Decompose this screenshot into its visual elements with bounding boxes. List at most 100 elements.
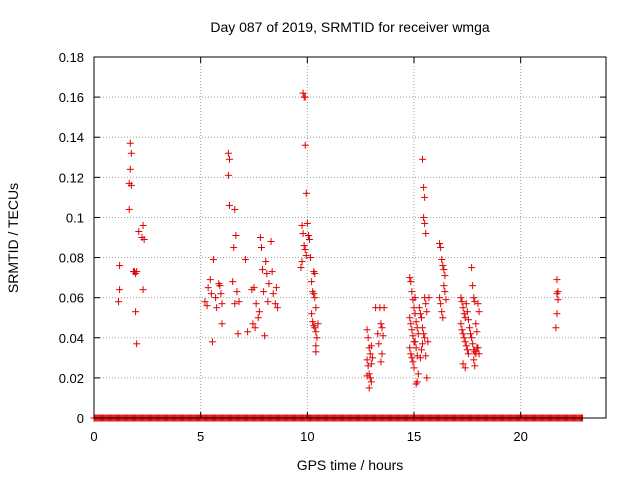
data-point <box>314 320 322 328</box>
data-point <box>299 89 307 97</box>
data-point <box>420 183 428 191</box>
plot-frame <box>93 56 607 419</box>
data-point <box>377 358 385 366</box>
data-point <box>208 338 216 346</box>
data-point <box>412 344 420 352</box>
y-axis-title: SRMTID / TECUs <box>5 183 21 293</box>
data-point <box>470 294 478 302</box>
data-point <box>298 258 306 266</box>
data-point <box>461 338 469 346</box>
y-tick-label: 0.14 <box>59 130 84 145</box>
data-point <box>464 350 472 358</box>
data-point <box>233 288 241 296</box>
data-point <box>307 254 315 262</box>
y-tick-label: 0.12 <box>59 170 84 185</box>
data-point <box>374 330 382 338</box>
x-tick-label: 20 <box>513 429 527 444</box>
data-point <box>363 372 371 380</box>
data-point <box>419 155 427 163</box>
y-tick-label: 0 <box>77 411 84 426</box>
data-point <box>473 328 481 336</box>
y-tick-label: 0.04 <box>59 331 84 346</box>
data-point <box>139 221 147 229</box>
data-point <box>261 332 269 340</box>
data-point <box>218 320 226 328</box>
data-point <box>364 334 372 342</box>
data-point <box>375 340 383 348</box>
data-point <box>470 356 478 364</box>
data-point <box>225 155 233 163</box>
data-point <box>263 270 271 278</box>
axis-ticks: 0 0.02 0.04 0.06 0.08 0.1 0.12 0.14 0.16 0.18 0 5 10… <box>59 50 606 444</box>
data-point <box>115 298 123 306</box>
data-point <box>365 384 373 392</box>
data-point <box>440 282 448 290</box>
data-point <box>212 294 220 302</box>
data-point <box>409 332 417 340</box>
y-tick-label: 0.16 <box>59 90 84 105</box>
data-point <box>303 219 311 227</box>
data-point <box>209 256 217 264</box>
data-point <box>203 302 211 310</box>
y-tick-label: 0.06 <box>59 291 84 306</box>
data-point <box>406 314 414 322</box>
data-point <box>419 340 427 348</box>
data-point <box>367 342 375 350</box>
data-point <box>127 181 135 189</box>
data-point <box>407 320 415 328</box>
x-tick-label: 0 <box>90 429 97 444</box>
data-point <box>459 304 467 312</box>
data-point <box>271 300 279 308</box>
data-point <box>467 330 475 338</box>
data-point <box>379 332 387 340</box>
data-point <box>420 213 428 221</box>
data-point <box>414 370 422 378</box>
data-point <box>231 205 239 213</box>
data-point <box>269 290 277 298</box>
data-point <box>249 320 257 328</box>
data-point <box>439 314 447 322</box>
data-point <box>438 256 446 264</box>
data-point <box>441 272 449 280</box>
data-point <box>116 262 124 270</box>
data-point <box>301 246 309 254</box>
data-point <box>408 354 416 362</box>
grid-lines <box>94 57 606 418</box>
data-point <box>244 328 252 336</box>
data-point <box>458 326 466 334</box>
data-point <box>436 294 444 302</box>
data-point <box>224 149 232 157</box>
data-point <box>139 286 147 294</box>
data-point <box>416 310 424 318</box>
data-point <box>312 348 320 356</box>
data-point <box>254 314 262 322</box>
data-point <box>377 320 385 328</box>
data-point <box>459 330 467 338</box>
x-axis-title: GPS time / hours <box>297 457 404 473</box>
data-point <box>308 310 316 318</box>
data-point <box>302 189 310 197</box>
data-point <box>380 304 388 312</box>
data-point <box>298 221 306 229</box>
data-point <box>422 229 430 237</box>
data-point <box>256 234 264 241</box>
data-point <box>406 274 414 282</box>
data-point <box>272 284 280 292</box>
data-point <box>363 356 371 364</box>
data-point <box>300 242 308 250</box>
data-point <box>461 364 469 372</box>
data-point <box>408 326 416 334</box>
data-point <box>229 278 237 286</box>
data-point <box>422 352 430 360</box>
data-point <box>471 362 479 370</box>
data-point <box>424 338 432 346</box>
data-point <box>305 236 313 244</box>
data-point <box>225 201 233 209</box>
data-point <box>406 344 414 352</box>
data-point <box>257 244 265 252</box>
data-point <box>311 270 319 278</box>
data-point <box>553 276 561 284</box>
data-point <box>250 284 258 292</box>
data-point <box>234 330 242 338</box>
y-tick-label: 0.1 <box>66 210 84 225</box>
